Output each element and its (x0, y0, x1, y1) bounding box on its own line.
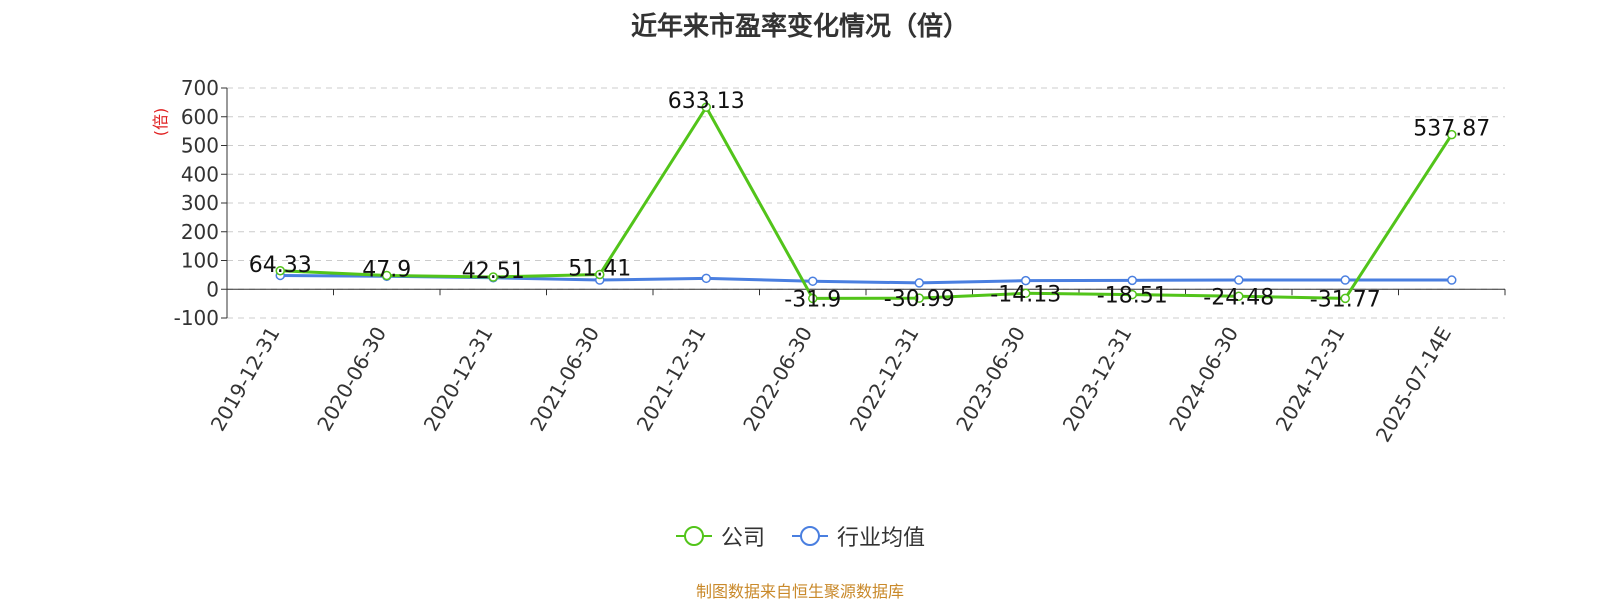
x-tick-label: 2024-06-30 (1164, 323, 1243, 436)
y-tick-label: 700 (181, 76, 219, 100)
data-point-company (914, 293, 924, 303)
chart-title: 近年来市盈率变化情况（倍） (630, 12, 969, 42)
x-tick-label: 2024-12-31 (1271, 323, 1350, 436)
y-tick-label: 500 (181, 134, 219, 158)
data-label: -30.99 (884, 287, 955, 312)
data-label: 42.51 (462, 259, 525, 284)
y-tick-label: 300 (181, 191, 219, 215)
data-point-company (382, 270, 392, 281)
data-point-company (701, 102, 711, 112)
data-label: 51.41 (568, 256, 631, 281)
data-point-company (275, 266, 285, 276)
data-point-company (1127, 289, 1137, 300)
data-point-company (1234, 291, 1244, 302)
legend-company-icon (675, 526, 712, 546)
data-point-company (1340, 293, 1350, 304)
legend-industry-avg-icon (792, 526, 828, 546)
y-tick-label: 100 (181, 249, 219, 273)
data-label: 537.87 (1413, 117, 1490, 142)
legend: 公司 行业均值 (0, 520, 1600, 552)
data-label: -24.48 (1203, 285, 1274, 310)
series-line-company (280, 105, 1454, 300)
y-tick-label: 0 (206, 277, 219, 301)
x-tick-label: 2021-06-30 (525, 323, 604, 436)
data-point-industry-avg (1021, 275, 1031, 286)
data-labels: 64.33 47.9 42.51 51.41 633.13 -31.9 -30.99 -14.… (249, 89, 1490, 312)
data-label: -14.13 (990, 282, 1061, 307)
data-point-industry-avg (1127, 275, 1137, 286)
grid-lines (227, 87, 1505, 319)
source-note: 制图数据来自恒生聚源数据库 (695, 582, 904, 601)
x-tick-label: 2022-06-30 (738, 323, 817, 436)
x-tick-label: 2020-06-30 (312, 323, 391, 436)
data-label: -18.51 (1097, 284, 1168, 309)
series (275, 102, 1457, 304)
y-tick-label: 600 (181, 105, 219, 129)
legend-item-company[interactable]: 公司 (675, 520, 765, 552)
data-point-company (1021, 288, 1031, 299)
x-tick-label: 2022-12-31 (845, 323, 924, 436)
data-point-industry-avg (808, 276, 818, 286)
data-label: 64.33 (249, 253, 312, 278)
data-label: 47.9 (362, 257, 411, 282)
data-label: -31.9 (784, 287, 841, 312)
data-point-industry-avg (701, 273, 711, 284)
legend-label-company: 公司 (720, 526, 765, 551)
data-label: -31.77 (1310, 287, 1381, 312)
x-tick-label: 2023-06-30 (951, 323, 1030, 436)
data-point-industry-avg (914, 278, 924, 288)
legend-label-industry-avg: 行业均值 (837, 526, 926, 551)
data-point-industry-avg (1340, 275, 1350, 285)
y-tick-label: -100 (174, 306, 219, 330)
x-tick-label: 2025-07-14E (1371, 323, 1456, 447)
y-tick-label: 400 (181, 162, 219, 186)
x-tick-label: 2023-12-31 (1058, 323, 1137, 436)
data-label: 633.13 (668, 89, 745, 114)
data-point-industry-avg (1234, 275, 1244, 285)
data-point-company (808, 293, 818, 304)
y-tick-label: 200 (181, 220, 219, 244)
x-tick-label: 2020-12-31 (419, 323, 498, 436)
legend-item-industry-avg[interactable]: 行业均值 (791, 520, 925, 552)
x-tick-label: 2021-12-31 (632, 323, 711, 436)
y-axis-label: (倍) (151, 108, 170, 137)
x-tick-label: 2019-12-31 (206, 323, 285, 436)
data-point-company (488, 272, 498, 282)
data-point-industry-avg (1447, 275, 1457, 285)
data-point-company (1447, 129, 1457, 140)
data-point-company (595, 269, 605, 280)
